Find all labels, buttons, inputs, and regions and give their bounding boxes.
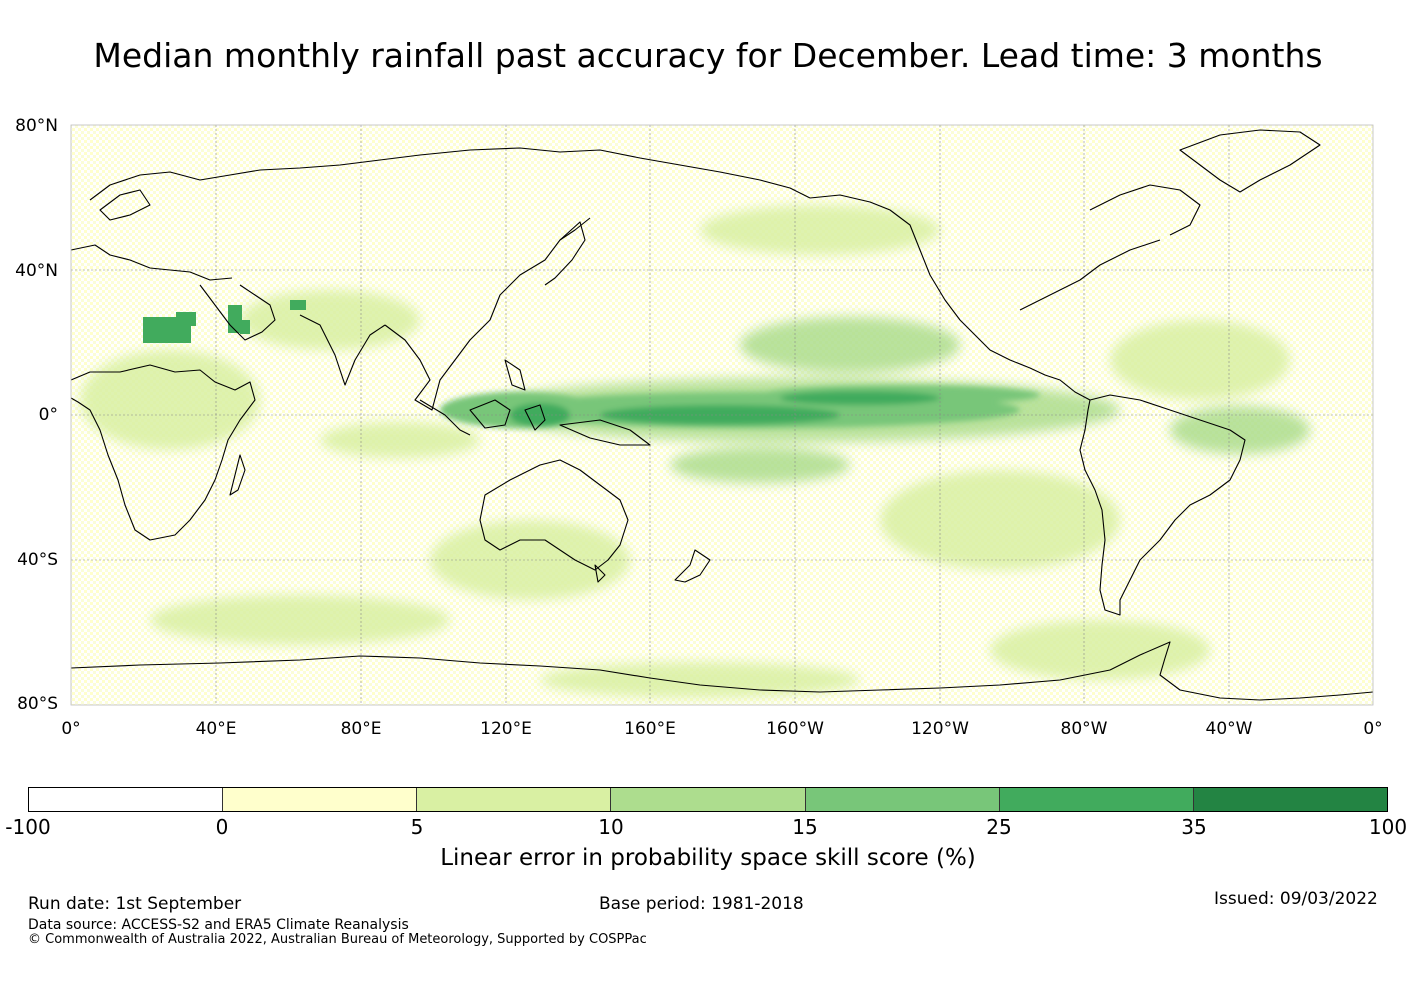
- lon-label-160e: 160°E: [624, 719, 676, 739]
- skill-score-map: 80°N 40°N 0° 40°S 80°S: [0, 110, 1416, 750]
- lat-label-40n: 40°N: [15, 261, 58, 281]
- lon-label-120e: 120°E: [480, 719, 532, 739]
- skill-field: [71, 125, 1373, 705]
- lon-label-80e: 80°E: [340, 719, 382, 739]
- base-period: Base period: 1981-2018: [599, 894, 804, 914]
- lon-label-160w: 160°W: [766, 719, 824, 739]
- lat-label-40s: 40°S: [17, 550, 58, 570]
- colorbar-segment: [999, 788, 1194, 811]
- colorbar-segment: [1193, 788, 1387, 811]
- colorbar-segment: [223, 788, 418, 811]
- colorbar-tick: 10: [598, 815, 624, 839]
- lat-label-80s: 80°S: [17, 694, 58, 714]
- lon-label-40e: 40°E: [195, 719, 237, 739]
- colorbar-tick: 100: [1368, 815, 1408, 839]
- colorbar-segment: [611, 788, 806, 811]
- colorbar-tick: -100: [5, 815, 51, 839]
- colorbar-tick: 35: [1181, 815, 1207, 839]
- colorbar-segment: [805, 788, 1000, 811]
- copyright-notice: © Commonwealth of Australia 2022, Austra…: [28, 932, 647, 947]
- map-canvas: [70, 124, 1374, 706]
- lon-label-120w: 120°W: [911, 719, 969, 739]
- colorbar-segment: [29, 788, 224, 811]
- colorbar-label: Linear error in probability space skill …: [440, 845, 976, 871]
- map-title: Median monthly rainfall past accuracy fo…: [93, 36, 1323, 75]
- lat-label-80n: 80°N: [15, 116, 58, 136]
- lon-label-80w: 80°W: [1060, 719, 1108, 739]
- issued-date: Issued: 09/03/2022: [1214, 889, 1378, 909]
- colorbar-tick: 15: [792, 815, 818, 839]
- colorbar-segment: [417, 788, 612, 811]
- colorbar-tick: 0: [215, 815, 229, 839]
- run-date: Run date: 1st September: [28, 894, 242, 914]
- colorbar: [28, 787, 1388, 812]
- lat-label-equator: 0°: [38, 405, 58, 425]
- lon-label-0-right: 0°: [1363, 719, 1383, 739]
- colorbar-tick: 5: [410, 815, 424, 839]
- data-source: Data source: ACCESS-S2 and ERA5 Climate …: [28, 917, 409, 933]
- colorbar-tick: 25: [986, 815, 1012, 839]
- lon-label-0-left: 0°: [61, 719, 81, 739]
- lon-label-40w: 40°W: [1205, 719, 1253, 739]
